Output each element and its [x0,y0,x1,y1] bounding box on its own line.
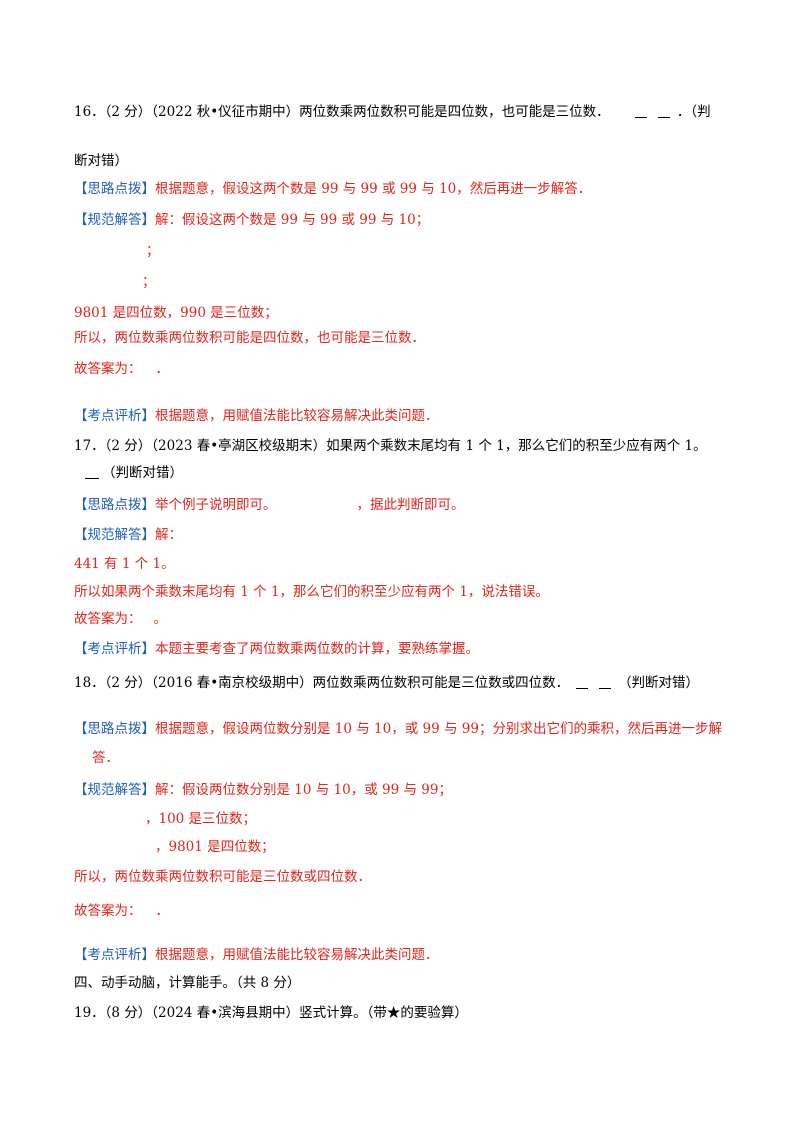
section-heading: 四、动手动脑，计算能手。（共 8 分） [74,975,301,991]
q18-hint-cont: 答． [92,750,119,766]
q16-stem: 16．（2 分）（2022 秋•仪征市期中）两位数乘两位数积可能是四位数，也可能… [74,104,711,120]
q18-line-2: 所以，两位数乘两位数积可能是三位数或四位数． [74,869,371,885]
q17-evaluation: 【考点评析】本题主要考查了两位数乘两位数的计算，要熟练掌握。 [74,641,479,657]
q17-stem: 17．（2 分）（2023 春•亭湖区校级期末）如果两个乘数末尾均有 1 个 1… [74,438,707,454]
q18-stem: 18．（2 分）（2016 春•南京校级期中）两位数乘两位数积可能是三位数或四位… [74,675,700,691]
answer-blank [598,676,611,689]
q17-stem-cont: （判断对错） [82,464,740,482]
hint-tag: 【思路点拨】 [74,181,155,197]
q17-line-2: 所以如果两个乘数末尾均有 1 个 1，那么它们的积至少应有两个 1，说法错误。 [74,584,549,600]
q18-solution: 【规范解答】解：假设两位数分别是 10 与 10，或 99 与 99； [74,782,452,798]
q16-hint: 【思路点拨】根据题意，假设这两个数是 99 与 99 或 99 与 10，然后再… [74,181,592,197]
q18-answer: 故答案为：． [74,903,169,919]
solution-tag: 【规范解答】 [74,782,155,798]
q16-solution: 【规范解答】解：假设这两个数是 99 与 99 或 99 与 10； [74,212,430,228]
q16-semicolon-2: ； [142,274,156,290]
q16-semicolon-1: ； [146,243,160,259]
solution-tag: 【规范解答】 [74,212,155,228]
q17-line-1: 441 有 1 个 1。 [74,556,175,572]
q16-line-2: 所以，两位数乘两位数积可能是四位数，也可能是三位数． [74,330,425,346]
q16-evaluation: 【考点评析】根据题意，用赋值法能比较容易解决此类问题． [74,408,439,424]
q17-hint: 【思路点拨】举个例子说明即可。 ，据此判断即可。 [74,497,465,513]
solution-tag: 【规范解答】 [74,527,155,543]
answer-blank [635,105,648,118]
evaluation-tag: 【考点评析】 [74,408,155,424]
q18-result-2: ，9801 是四位数； [155,839,275,855]
q16-line-1: 9801 是四位数，990 是三位数； [74,305,278,321]
hint-tag: 【思路点拨】 [74,497,155,513]
evaluation-tag: 【考点评析】 [74,947,155,963]
evaluation-tag: 【考点评析】 [74,641,155,657]
answer-blank [576,676,589,689]
q19-stem: 19．（8 分）（2024 春•滨海县期中）竖式计算。（带★的要验算） [74,1005,468,1021]
answer-blank [657,105,670,118]
answer-blank [85,466,99,479]
q18-hint: 【思路点拨】根据题意，假设两位数分别是 10 与 10，或 99 与 99；分别… [74,721,722,737]
q17-solution: 【规范解答】解： [74,527,182,543]
q18-result-1: ，100 是三位数； [145,811,257,827]
q16-answer: 故答案为：． [74,361,169,377]
q18-evaluation: 【考点评析】根据题意，用赋值法能比较容易解决此类问题． [74,947,439,963]
q17-answer: 故答案为：。 [74,611,167,627]
hint-tag: 【思路点拨】 [74,721,155,737]
q16-stem-cont: 断对错） [74,153,128,169]
